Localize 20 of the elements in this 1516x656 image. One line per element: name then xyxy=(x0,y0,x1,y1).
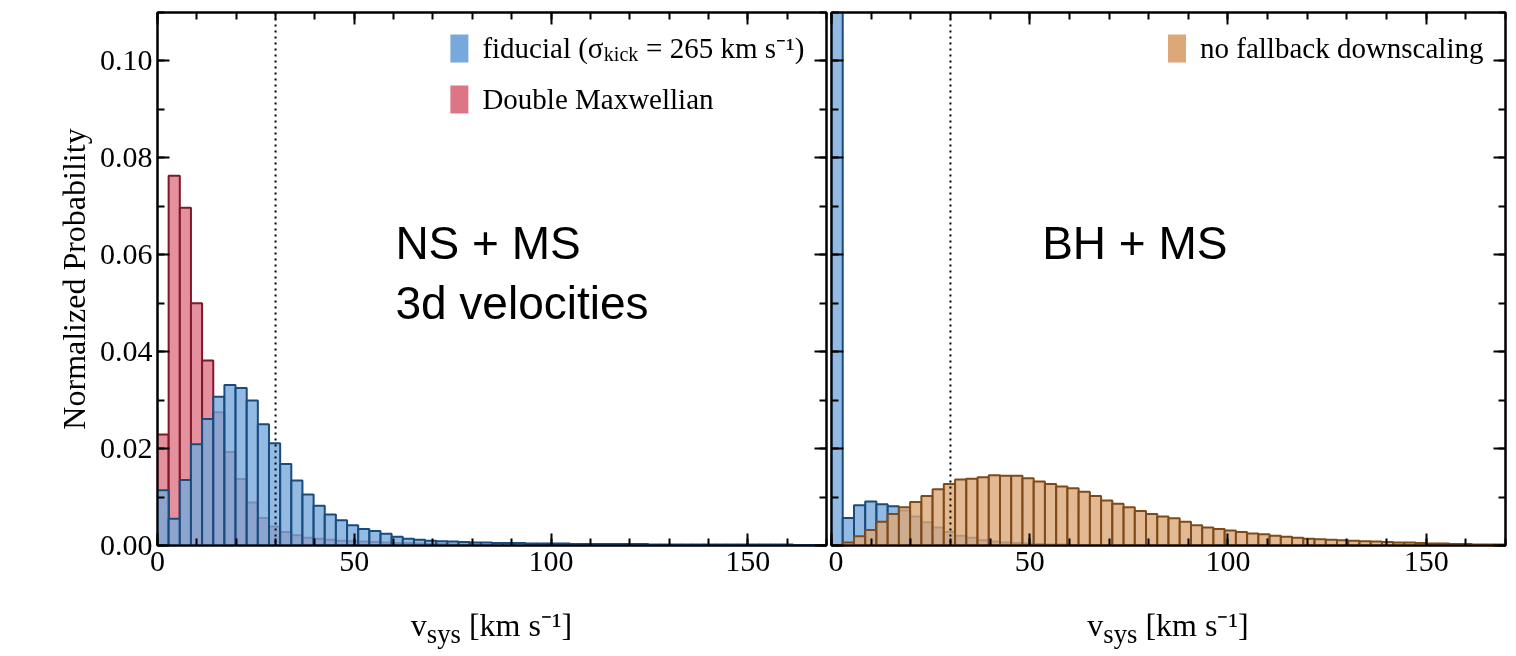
annotation: BH + MS xyxy=(1042,216,1228,269)
y-tick-label: 0.04 xyxy=(100,334,153,368)
y-tick-label: 0.08 xyxy=(100,140,153,174)
y-tick-label: 0.02 xyxy=(100,431,153,465)
annotation: 3d velocities xyxy=(395,276,649,329)
x-axis-title: v$_{sys}$ [km s⁻¹] xyxy=(409,606,574,652)
x-tick-label: 150 xyxy=(725,543,771,577)
x-tick-label: 100 xyxy=(528,543,574,577)
y-tick-label: 0.06 xyxy=(100,237,153,271)
x-axis-title: v$_{sys}$ [km s⁻¹] xyxy=(1086,606,1250,652)
y-tick-label: 0.10 xyxy=(100,43,153,77)
y-axis-title: Normalized Probability xyxy=(56,128,92,430)
annotation: NS + MS xyxy=(395,216,581,269)
x-tick-label: 150 xyxy=(1403,543,1449,577)
x-tick-label: 50 xyxy=(339,543,370,577)
x-tick-label: 100 xyxy=(1205,543,1251,577)
legend-label: Double Maxwellian xyxy=(482,82,715,115)
legend-label: no fallback downscaling xyxy=(1200,31,1484,64)
x-tick-label: 0 xyxy=(828,543,844,577)
x-tick-label: 50 xyxy=(1014,543,1045,577)
